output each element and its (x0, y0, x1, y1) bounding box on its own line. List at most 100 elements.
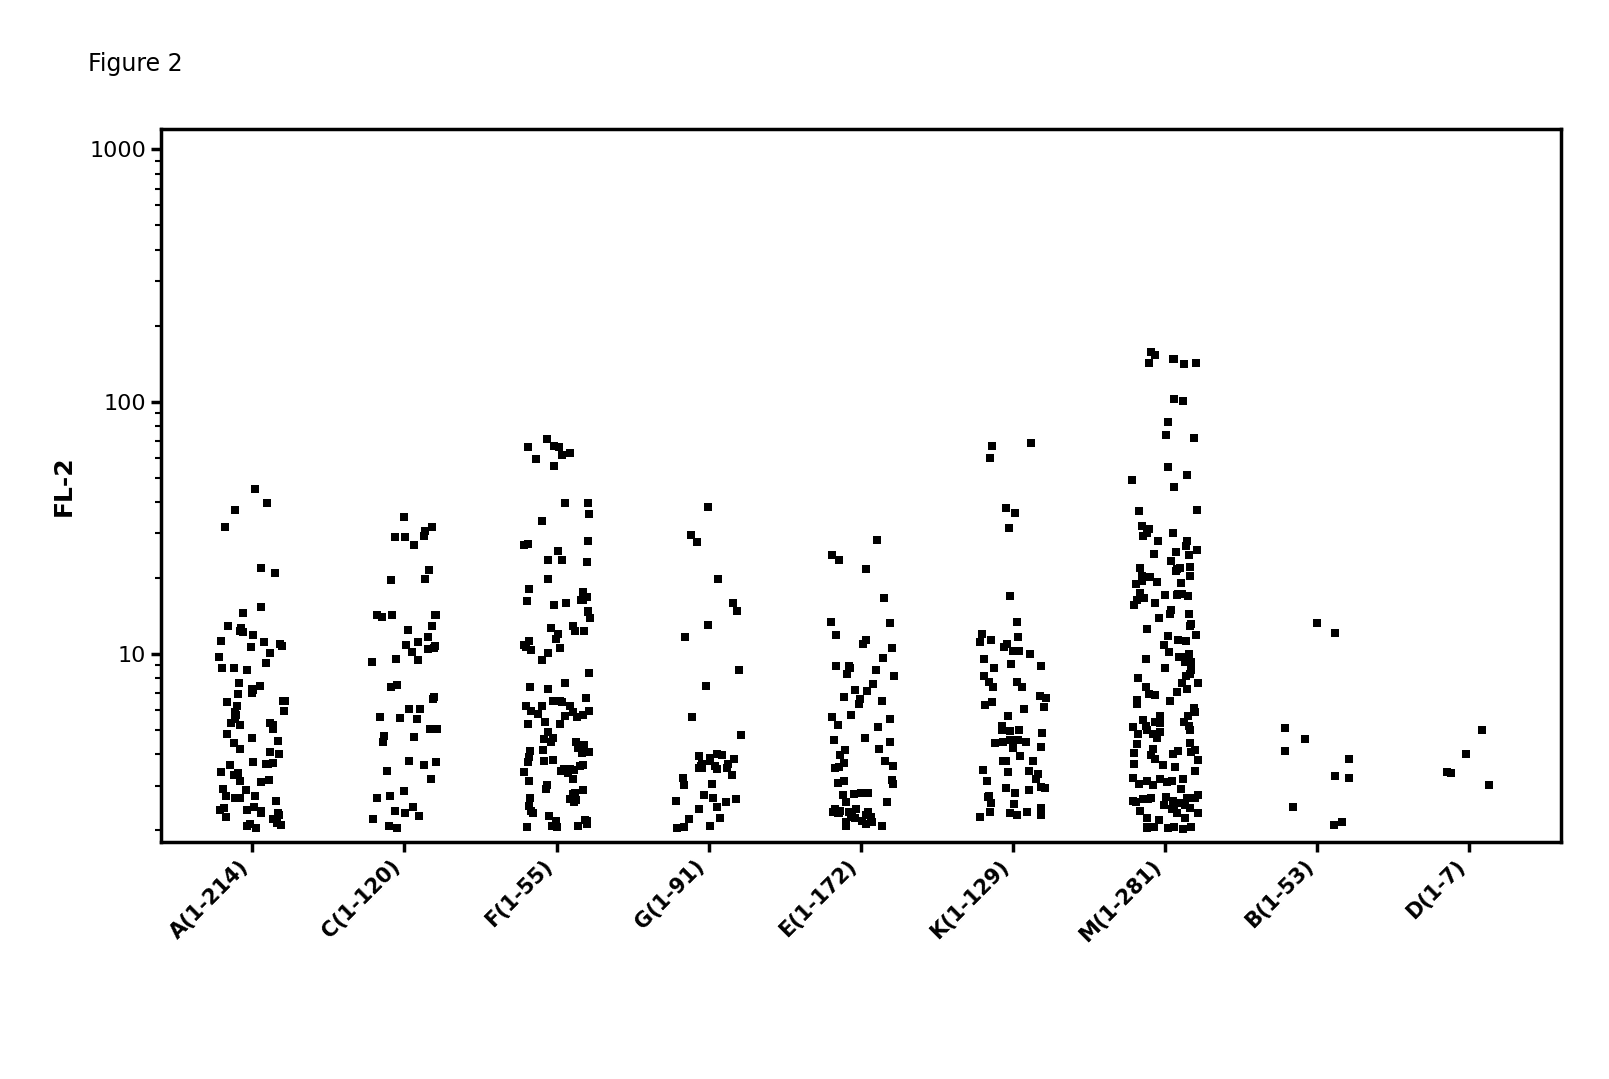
Point (837, 659, 862, 677)
Point (264, 793, 290, 810)
Point (689, 755, 714, 773)
Point (571, 584, 597, 601)
Point (381, 529, 407, 546)
Point (570, 707, 595, 724)
Point (1017, 645, 1043, 663)
Point (850, 636, 875, 653)
Point (359, 654, 385, 671)
Point (1178, 559, 1204, 576)
Point (1181, 429, 1207, 447)
Point (1120, 769, 1146, 787)
Point (240, 680, 265, 697)
Point (574, 812, 600, 830)
Point (529, 741, 555, 759)
Point (269, 638, 294, 655)
Point (1142, 713, 1168, 730)
Point (967, 633, 993, 651)
Point (253, 654, 278, 671)
Point (1178, 819, 1204, 836)
Point (1134, 679, 1160, 696)
Point (977, 787, 1002, 804)
Point (827, 747, 853, 764)
Point (536, 723, 562, 740)
Point (1273, 720, 1298, 737)
Point (415, 629, 441, 646)
Point (515, 438, 541, 455)
Point (1183, 763, 1208, 780)
Point (549, 693, 574, 710)
Point (999, 739, 1025, 756)
Point (211, 780, 237, 797)
Point (850, 812, 875, 830)
Point (998, 723, 1023, 740)
Point (417, 721, 442, 738)
Point (222, 502, 248, 519)
Point (512, 764, 537, 781)
Point (1154, 789, 1179, 806)
Point (1168, 574, 1194, 591)
Point (1183, 704, 1208, 721)
Point (825, 759, 851, 776)
Point (864, 532, 890, 549)
Point (827, 551, 853, 569)
Point (1001, 795, 1027, 812)
Point (422, 688, 447, 706)
Point (1130, 568, 1155, 585)
Point (230, 604, 256, 622)
Point (544, 818, 570, 835)
Point (565, 740, 591, 757)
Point (515, 715, 541, 733)
Point (978, 794, 1004, 811)
Point (385, 820, 410, 837)
Point (254, 755, 280, 773)
Point (705, 746, 730, 763)
Point (998, 587, 1023, 604)
Point (1329, 814, 1355, 831)
Point (973, 773, 999, 790)
Point (541, 457, 566, 475)
Point (383, 803, 409, 820)
Point (516, 632, 542, 650)
Point (1163, 543, 1189, 560)
Point (859, 814, 885, 831)
Point (560, 770, 586, 788)
Point (837, 803, 862, 820)
Point (235, 802, 261, 819)
Point (576, 494, 602, 511)
Point (515, 536, 541, 554)
Point (240, 684, 265, 701)
Point (1434, 763, 1459, 780)
Point (536, 681, 562, 698)
Point (513, 819, 539, 836)
Point (544, 812, 570, 830)
Point (819, 708, 845, 725)
Point (872, 752, 898, 769)
Point (1147, 708, 1173, 725)
Point (1170, 770, 1195, 788)
Point (671, 777, 697, 794)
Point (397, 752, 423, 769)
Point (1134, 620, 1160, 638)
Point (1147, 723, 1173, 740)
Point (547, 693, 573, 710)
Point (1031, 699, 1057, 716)
Point (994, 708, 1020, 725)
Point (1139, 740, 1165, 757)
Point (687, 760, 713, 777)
Point (233, 661, 259, 679)
Point (560, 704, 586, 721)
Point (1160, 793, 1186, 810)
Point (574, 588, 600, 605)
Point (391, 782, 417, 800)
Point (265, 732, 291, 749)
Point (854, 803, 880, 820)
Point (380, 606, 405, 624)
Point (879, 640, 904, 657)
Point (994, 636, 1020, 653)
Point (568, 757, 594, 775)
Point (1178, 661, 1204, 679)
Point (211, 800, 237, 817)
Point (978, 438, 1004, 455)
Point (830, 773, 856, 790)
Point (539, 619, 565, 637)
